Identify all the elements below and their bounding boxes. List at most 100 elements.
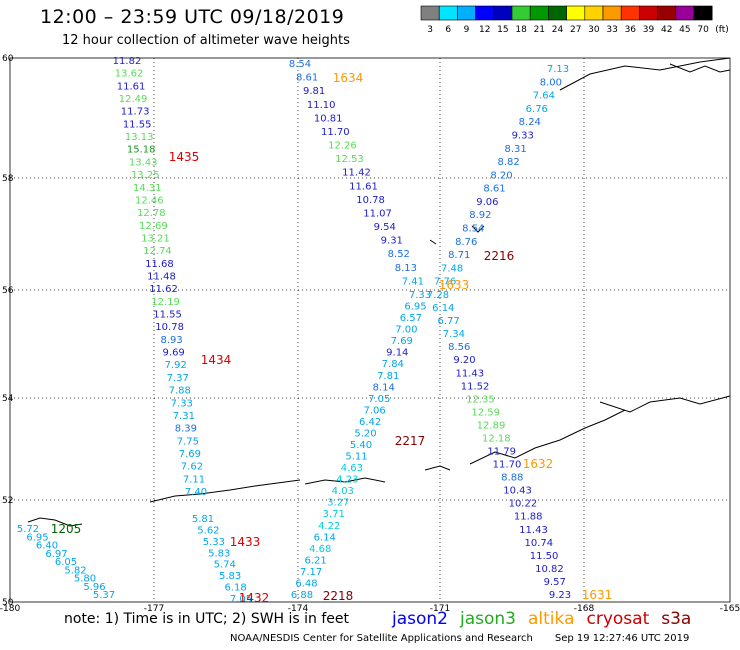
map-title: 12:00 – 23:59 UTC 09/18/2019 (40, 6, 345, 28)
legend-label: 30 (588, 25, 600, 35)
wave-height-label: 4.22 (318, 521, 340, 532)
lon-label: -174 (288, 604, 309, 614)
wave-height-label: 5.33 (203, 537, 225, 548)
wave-height-label: 9.54 (374, 222, 396, 233)
coastline (429, 239, 437, 245)
wave-height-label: 8.52 (388, 249, 410, 260)
wave-height-label: 9.31 (381, 236, 403, 247)
wave-height-label: 5.40 (350, 440, 372, 451)
pass-time-label: 2216 (484, 249, 515, 263)
wave-height-label: 11.62 (149, 284, 178, 295)
wave-height-label: 8.00 (540, 77, 562, 88)
wave-height-label: 8.54 (289, 59, 311, 70)
wave-height-label: 12.19 (151, 297, 180, 308)
color-scale-legend: 3 6 9 12 15 18 21 24 27 30 33 36 39 42 45 70 (ft) (420, 5, 729, 35)
wave-height-label: 9.14 (386, 348, 408, 359)
wave-height-label: 8.31 (504, 144, 526, 155)
legend-label: 24 (552, 25, 564, 35)
wave-height-label: 11.61 (117, 81, 146, 92)
coastline (471, 225, 485, 233)
legend-label: 12 (479, 25, 490, 35)
footnote: note: 1) Time is in UTC; 2) SWH is in fe… (64, 611, 350, 627)
wave-height-label: 12.69 (139, 221, 168, 232)
coastline (469, 409, 626, 465)
lat-label: 50 (2, 598, 14, 608)
wave-height-label: 8.61 (483, 184, 505, 195)
wave-height-label: 12.26 (328, 141, 357, 152)
wave-height-label: 7.33 (409, 290, 431, 301)
wave-height-label: 5.62 (197, 525, 219, 536)
coastline (304, 477, 386, 485)
wave-height-label: 10.22 (509, 499, 538, 510)
wave-height-label: 11.73 (121, 107, 150, 118)
wave-height-label: 6.14 (314, 532, 336, 543)
wave-height-label: 12.46 (135, 195, 164, 206)
wave-height-label: 4.23 (336, 475, 358, 486)
legend-label: 15 (497, 25, 508, 35)
pass-time-label: 2218 (323, 589, 354, 603)
wave-height-label: 9.23 (549, 590, 571, 601)
wave-height-label: 5.82 (64, 565, 86, 576)
wave-height-label: 11.79 (487, 447, 516, 458)
pass-time-label: 1631 (582, 588, 613, 602)
wave-height-label: 6.95 (404, 302, 426, 313)
wave-height-label: 10.81 (314, 113, 343, 124)
wave-height-label: 8.76 (455, 237, 477, 248)
lon-label: -165 (720, 604, 740, 614)
wave-height-label: 4.63 (341, 463, 363, 474)
wave-height-label: 8.92 (469, 210, 491, 221)
credit-text: NOAA/NESDIS Center for Satellite Applica… (230, 633, 533, 644)
satellite-altika: altika (528, 609, 575, 629)
wave-height-label: 12.49 (119, 94, 148, 105)
map-subtitle: 12 hour collection of altimeter wave hei… (62, 33, 350, 48)
wave-height-label: 7.34 (443, 329, 465, 340)
wave-height-label: 11.43 (455, 368, 484, 379)
wave-height-label: 11.68 (145, 259, 174, 270)
wave-height-label: 6.57 (400, 313, 422, 324)
legend-label: 70 (697, 25, 709, 35)
lon-label: -168 (574, 604, 595, 614)
wave-height-label: 6.88 (291, 590, 313, 601)
coastline (669, 63, 731, 73)
satellite-s3a: s3a (661, 609, 692, 629)
wave-height-label: 10.78 (155, 322, 184, 333)
wave-height-label: 13.25 (131, 170, 160, 181)
wave-height-label: 7.41 (402, 276, 424, 287)
legend-label: 6 (445, 25, 451, 35)
legend-label: 9 (464, 25, 470, 35)
generated-timestamp: Sep 19 12:27:46 UTC 2019 (554, 633, 690, 644)
wave-height-label: 5.83 (208, 548, 230, 559)
wave-height-label: 7.28 (427, 290, 449, 301)
wave-height-label: 11.07 (363, 209, 392, 220)
legend-label: 33 (606, 25, 617, 35)
wave-height-label: 11.70 (493, 460, 522, 471)
wave-height-label: 7.62 (181, 462, 203, 473)
legend-label: 39 (643, 25, 655, 35)
wave-height-label: 7.76 (434, 277, 456, 288)
wave-height-label: 6.42 (359, 417, 381, 428)
wave-height-label: 10.74 (524, 538, 553, 549)
wave-height-label: 11.50 (530, 551, 559, 562)
pass-time-label: 1434 (201, 353, 232, 367)
legend-label: 21 (534, 25, 545, 35)
wave-height-label: 7.81 (377, 371, 399, 382)
wave-height-label: 7.48 (441, 263, 463, 274)
wave-height-label: 6.05 (55, 557, 77, 568)
wave-height-label: 8.24 (519, 117, 541, 128)
satellite-cryosat: cryosat (586, 609, 650, 629)
wave-height-label: 10.82 (535, 564, 564, 575)
wave-height-label: 11.55 (153, 310, 182, 321)
satellite-legend: jason2 jason3 altika cryosat s3a (392, 609, 703, 629)
legend-swatch (693, 5, 713, 21)
wave-height-label: 6.97 (45, 549, 67, 560)
lon-label: -177 (144, 604, 164, 614)
wave-height-label: 13.13 (125, 132, 154, 143)
wave-height-label: 8.88 (501, 473, 523, 484)
wave-height-label: 8.54 (462, 224, 484, 235)
wave-height-label: 6.77 (437, 316, 459, 327)
wave-height-label: 7.64 (533, 91, 555, 102)
pass-time-label: 1433 (230, 535, 261, 549)
wave-height-label: 5.72 (17, 524, 39, 535)
wave-height-label: 4.68 (309, 544, 331, 555)
pass-time-label: 1435 (169, 150, 200, 164)
